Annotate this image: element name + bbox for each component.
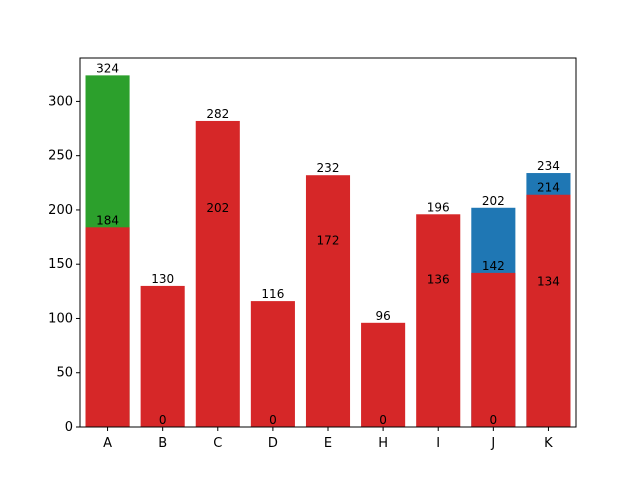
bar-E-series-2 (305, 175, 351, 427)
x-tick-label-C: C (213, 436, 222, 451)
data-label-top-J: 202 (482, 194, 505, 208)
data-label-mid-C: 202 (206, 201, 229, 215)
x-tick-label-B: B (158, 436, 167, 451)
data-label-top-H: 96 (375, 309, 390, 323)
x-tick-label-D: D (268, 436, 278, 451)
data-label-upper-A: 184 (96, 213, 119, 227)
data-label-top-I: 196 (427, 200, 450, 214)
bar-I-series-2 (416, 214, 461, 427)
data-label-top-A: 324 (96, 61, 119, 75)
data-label-mid-B: 0 (159, 413, 167, 427)
data-label-top-D: 116 (261, 287, 284, 301)
x-tick-label-E: E (324, 436, 332, 451)
data-label-mid-D: 0 (269, 413, 277, 427)
x-tick-label-H: H (378, 436, 388, 451)
y-tick-label: 250 (48, 149, 73, 164)
x-tick-label-J: J (490, 436, 495, 451)
data-label-top-C: 282 (206, 107, 229, 121)
bar-D-series-2 (250, 301, 295, 427)
data-label-upper-J: 142 (482, 259, 505, 273)
y-tick-label: 200 (48, 203, 73, 218)
bars-layer (85, 75, 571, 428)
data-labels-layer: 324 184 130 0 282 202 116 0 232 172 96 0 196 136 202 14… (96, 61, 560, 427)
data-label-mid-J: 0 (490, 413, 498, 427)
data-label-top-E: 232 (317, 161, 340, 175)
y-tick-label: 100 (48, 311, 73, 326)
data-label-upper-K: 214 (537, 181, 560, 195)
x-tick-label-K: K (544, 436, 553, 451)
bar-A-series-2 (85, 227, 130, 427)
data-label-mid-I: 136 (427, 272, 450, 286)
bar-C-series-2 (195, 120, 240, 428)
x-tick-label-I: I (436, 436, 440, 451)
data-label-mid-H: 0 (379, 413, 387, 427)
y-tick-label: 150 (48, 257, 73, 272)
axes-layer: 0 50 100 150 200 250 300 A B C D E H I J K (48, 57, 577, 451)
data-label-mid-E: 172 (317, 233, 340, 247)
bar-J-series-2 (471, 272, 516, 427)
data-label-top-B: 130 (151, 272, 174, 286)
data-label-top-K: 234 (537, 159, 560, 173)
bar-H-series-2 (361, 322, 406, 427)
data-label-mid-K: 134 (537, 275, 560, 289)
y-tick-label: 300 (48, 94, 73, 109)
x-tick-label-A: A (103, 436, 112, 451)
bar-K-series-2 (526, 194, 571, 427)
y-tick-label: 50 (56, 366, 73, 381)
y-tick-label: 0 (65, 420, 73, 435)
bar-B-series-2 (140, 285, 185, 427)
